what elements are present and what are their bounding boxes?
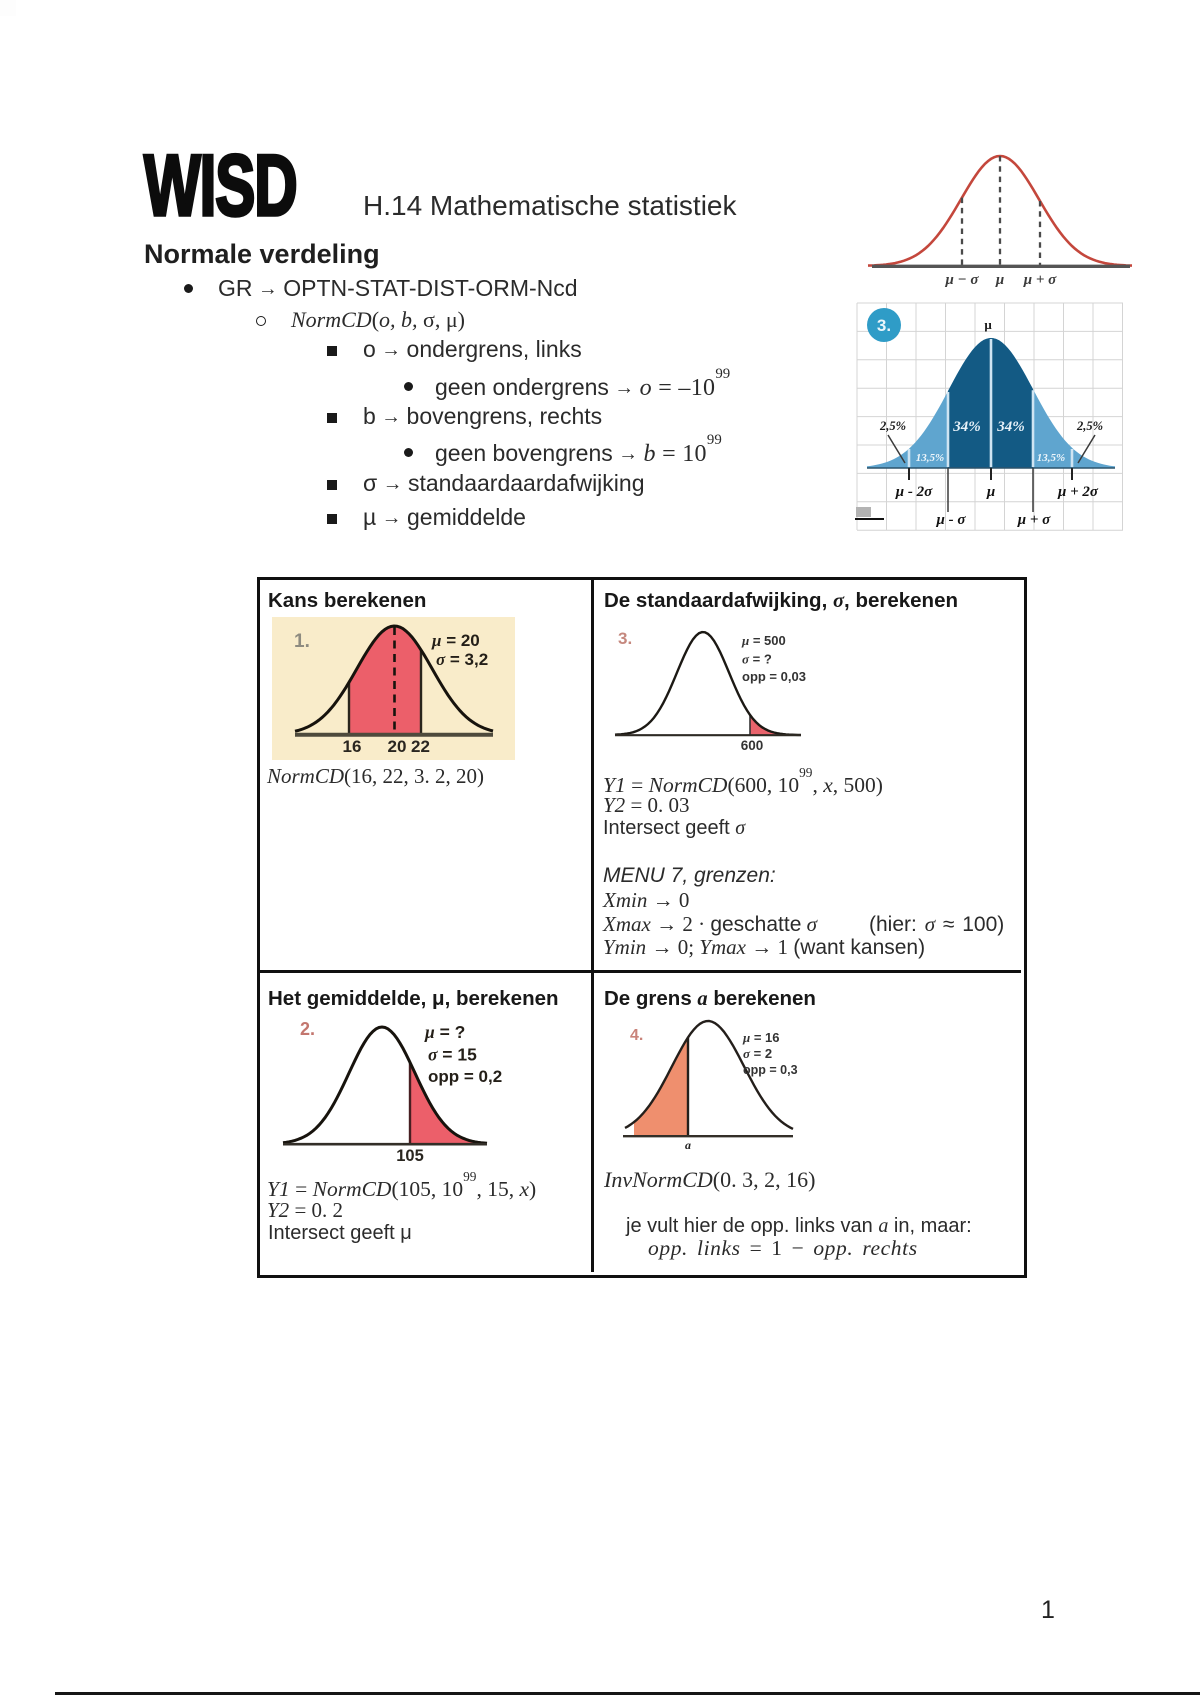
svg-text:μ - σ: μ - σ [936,512,967,528]
svg-text:μ = 16: μ = 16 [742,1030,780,1045]
svg-text:opp = 0,03: opp = 0,03 [742,669,806,684]
svg-text:σ = 3,2: σ = 3,2 [436,650,488,669]
svg-text:μ = 500: μ = 500 [741,633,786,648]
svg-text:2.: 2. [300,1019,315,1039]
svg-text:μ - 2σ: μ - 2σ [895,484,933,500]
svg-text:μ: μ [995,272,1004,288]
svg-text:1.: 1. [294,631,310,652]
svg-text:34%: 34% [996,419,1025,435]
svg-text:20: 20 [388,737,407,756]
svg-text:μ = 20: μ = 20 [431,631,480,650]
svg-text:μ − σ: μ − σ [944,272,979,288]
svg-text:3.: 3. [618,629,632,648]
svg-text:opp = 0,3: opp = 0,3 [743,1063,798,1077]
svg-text:2,5%: 2,5% [1076,419,1103,433]
svg-text:μ + σ: μ + σ [1023,272,1057,288]
svg-text:13,5%: 13,5% [916,452,944,464]
svg-text:2,5%: 2,5% [879,419,906,433]
svg-text:600: 600 [741,738,764,753]
svg-text:μ + 2σ: μ + 2σ [1057,484,1099,500]
svg-text:3.: 3. [877,316,891,335]
svg-text:105: 105 [396,1147,424,1165]
svg-text:22: 22 [411,737,430,756]
svg-text:16: 16 [343,737,362,756]
svg-text:a: a [685,1138,691,1152]
svg-text:σ = ?: σ = ? [742,652,772,667]
svg-text:σ = 15: σ = 15 [428,1045,477,1065]
svg-text:σ = 2: σ = 2 [743,1046,772,1061]
svg-text:μ: μ [986,484,995,500]
svg-text:13,5%: 13,5% [1037,452,1065,464]
svg-text:μ: μ [984,317,992,332]
svg-text:μ = ?: μ = ? [424,1022,465,1042]
svg-text:μ + σ: μ + σ [1017,512,1051,528]
svg-text:34%: 34% [952,419,981,435]
svg-text:4.: 4. [630,1027,643,1044]
svg-text:opp = 0,2: opp = 0,2 [428,1067,502,1086]
